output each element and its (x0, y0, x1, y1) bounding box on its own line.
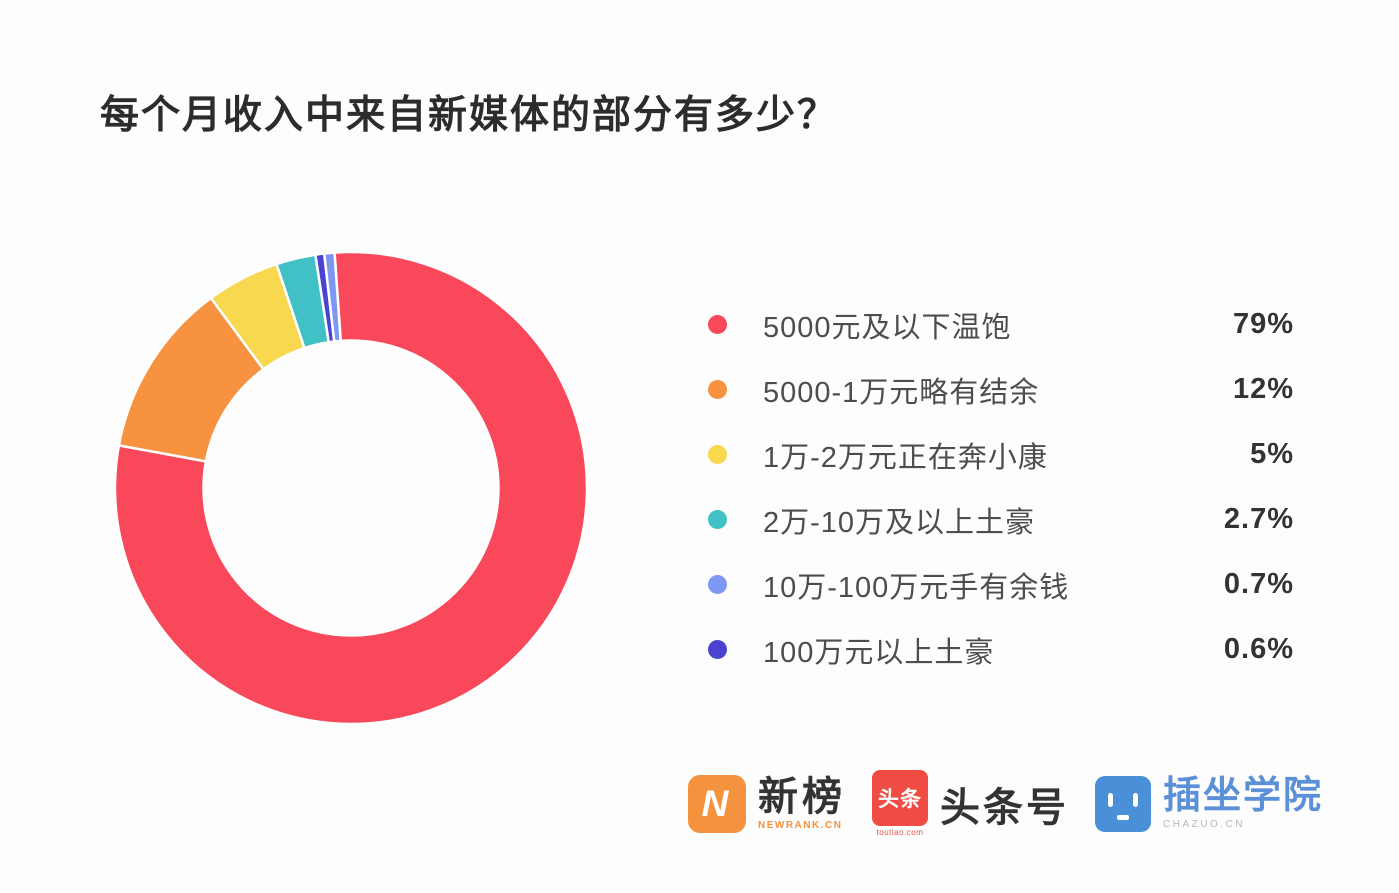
legend-percent: 2.7% (1223, 503, 1294, 535)
toutiao-name: 头条号 (940, 785, 1069, 830)
newrank-logo: N 新榜 NEWRANK.CN (688, 774, 846, 833)
legend-percent: 12% (1232, 373, 1294, 405)
legend-dot-icon (708, 510, 727, 529)
toutiao-icon: 头条 (872, 770, 928, 826)
chart-title: 每个月收入中来自新媒体的部分有多少？ (100, 94, 839, 137)
legend-label: 100万元以上土豪 (763, 636, 995, 669)
donut-chart-svg (113, 250, 589, 726)
legend-item-0: 5000元及以下温饱 79% (708, 292, 1294, 357)
chazuo-logo: 插坐学院 CHAZUO.CN (1095, 775, 1324, 832)
legend-percent: 79% (1232, 308, 1294, 340)
donut-chart (85, 222, 617, 754)
legend-label: 10万-100万元手有余钱 (763, 571, 1070, 604)
newrank-logo-text: 新榜 NEWRANK.CN (758, 776, 846, 831)
chazuo-logo-text: 插坐学院 CHAZUO.CN (1163, 775, 1324, 830)
legend-item-1: 5000-1万元略有结余 12% (708, 357, 1294, 422)
legend-percent: 0.7% (1223, 568, 1294, 600)
legend-percent: 0.6% (1223, 633, 1294, 665)
newrank-subtext: NEWRANK.CN (758, 820, 843, 831)
legend-item-3: 2万-10万及以上土豪 2.7% (708, 487, 1294, 552)
legend-dot-icon (708, 315, 727, 334)
toutiao-icon-text: 头条 (878, 788, 922, 811)
legend-label: 1万-2万元正在奔小康 (763, 441, 1048, 474)
newrank-name: 新榜 (758, 775, 846, 819)
legend-percent: 5% (1250, 438, 1294, 470)
legend-dot-icon (708, 380, 727, 399)
chazuo-name: 插坐学院 (1163, 775, 1324, 818)
legend-item-4: 10万-100万元手有余钱 0.7% (708, 552, 1294, 617)
toutiao-icon-column: 头条 toutiao.com (872, 770, 928, 837)
chazuo-robot-icon (1095, 775, 1151, 832)
legend-label: 2万-10万及以上土豪 (763, 506, 1036, 539)
legend-dot-icon (708, 445, 727, 464)
legend-dot-icon (708, 640, 727, 659)
legend-label: 5000元及以下温饱 (763, 311, 1012, 344)
donut-slice-0 (113, 250, 589, 726)
legend-item-5: 100万元以上土豪 0.6% (708, 617, 1294, 682)
legend-item-2: 1万-2万元正在奔小康 5% (708, 422, 1294, 487)
toutiao-logo: 头条 toutiao.com 头条号 (872, 770, 1069, 837)
chazuo-subtext: CHAZUO.CN (1163, 818, 1245, 830)
footer-logos: N 新榜 NEWRANK.CN 头条 toutiao.com 头条号 (688, 770, 1323, 837)
newrank-n-letter: N (701, 783, 729, 824)
legend-dot-icon (708, 575, 727, 594)
toutiao-subtext: toutiao.com (876, 828, 924, 837)
legend-label: 5000-1万元略有结余 (763, 376, 1040, 409)
newrank-n-icon: N (688, 774, 746, 833)
chart-legend: 5000元及以下温饱 79% 5000-1万元略有结余 12% 1万-2万元正在奔小康 5… (708, 292, 1294, 682)
robot-mouth-icon (1117, 814, 1129, 820)
donut-slice-4 (322, 251, 343, 343)
robot-left-eye-icon (1108, 792, 1113, 807)
robot-right-eye-icon (1133, 792, 1138, 807)
